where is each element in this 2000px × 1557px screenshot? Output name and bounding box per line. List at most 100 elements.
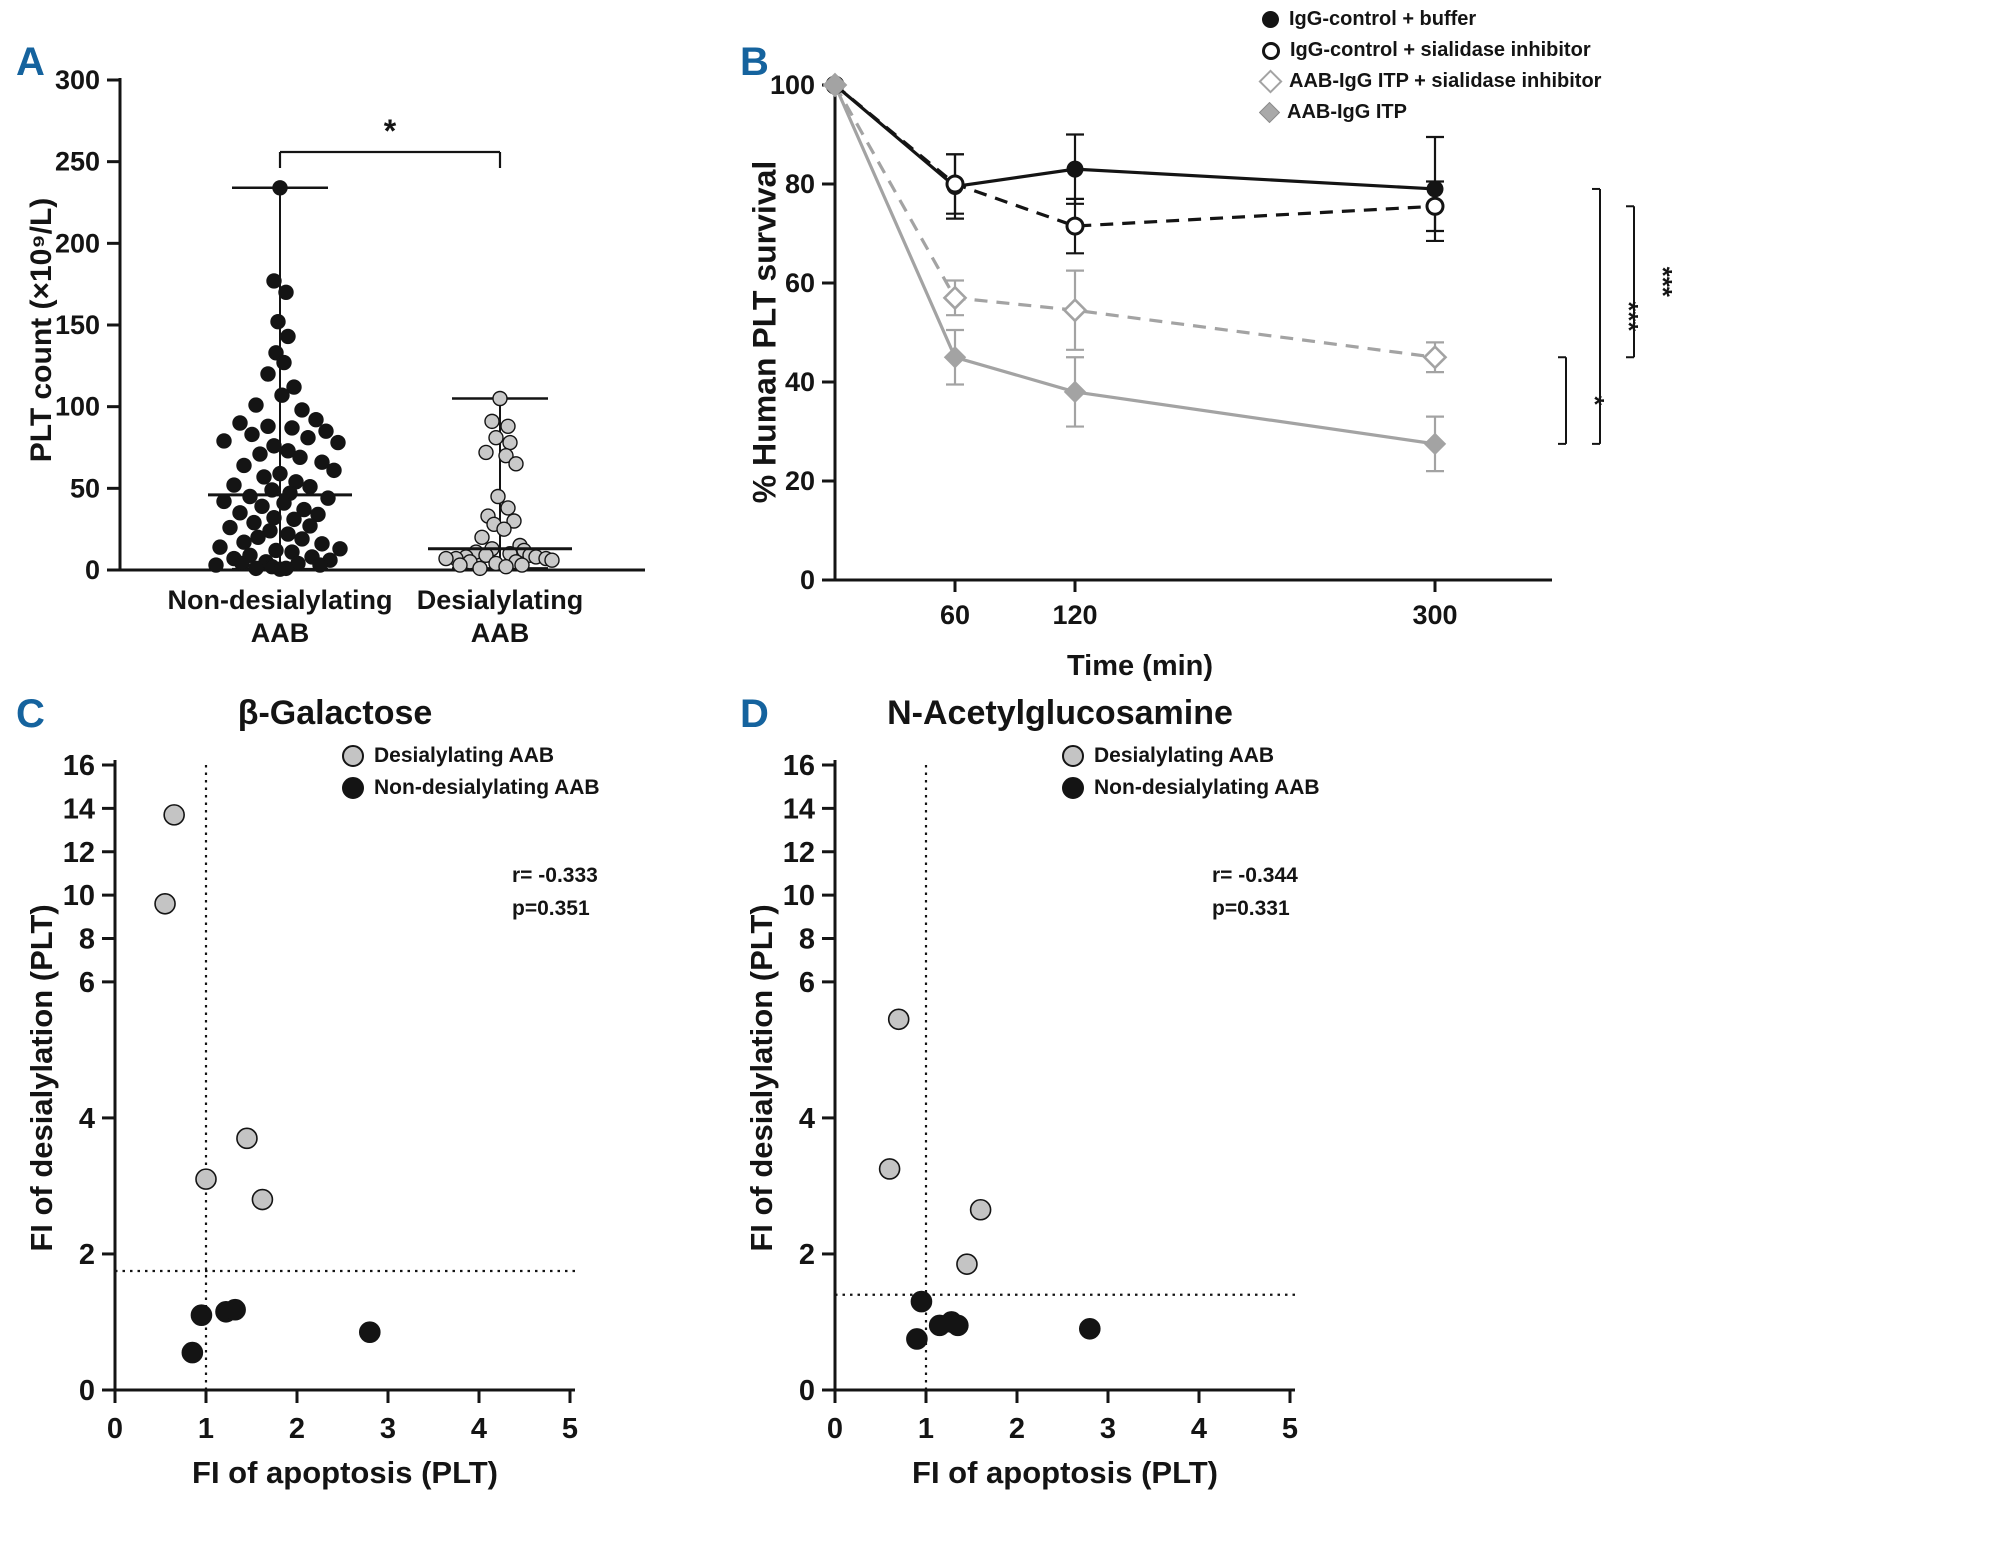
panel-d-legend: Desialylating AAB Non-desialylating AAB (1062, 744, 1320, 800)
data-point (312, 557, 328, 573)
panel-c-stats: r= -0.333 p=0.351 (512, 860, 598, 925)
data-point (284, 420, 300, 436)
data-point (181, 1341, 204, 1364)
group-label-non-desialylating: Non-desialylating AAB (140, 584, 420, 650)
data-point (310, 506, 326, 523)
data-point (508, 456, 524, 472)
data-point (332, 541, 348, 557)
data-point (358, 1321, 381, 1343)
data-point (1425, 196, 1445, 216)
data-point (496, 521, 512, 537)
y-tick-label: 150 (55, 310, 100, 340)
x-tick-label: 0 (107, 1413, 123, 1445)
data-point (232, 415, 248, 431)
series-line (833, 83, 1436, 228)
group-label-line2: AAB (470, 618, 530, 648)
stats-p: p=0.351 (512, 896, 590, 920)
data-point (294, 531, 310, 547)
y-tick-label: 100 (770, 70, 815, 100)
legend-item: IgG-control + buffer (1262, 8, 1601, 31)
data-point (234, 555, 250, 572)
data-point (254, 498, 270, 514)
group-label-line2: AAB (250, 618, 310, 648)
data-point (500, 418, 516, 434)
data-point (544, 552, 560, 568)
significance-label: *** (1614, 301, 1644, 332)
data-point (224, 1298, 246, 1321)
data-point (438, 550, 454, 567)
data-point (216, 433, 232, 449)
data-point (268, 542, 284, 559)
data-point (294, 402, 310, 418)
x-tick-label: 5 (562, 1413, 578, 1445)
y-tick-label: 16 (783, 750, 815, 782)
panel-d-letter: D (740, 692, 769, 736)
data-point (320, 490, 336, 506)
data-point (212, 539, 228, 555)
data-point (248, 397, 264, 413)
y-tick-label: 8 (79, 924, 95, 956)
data-point (266, 273, 282, 289)
x-tick-label: 300 (1412, 600, 1457, 630)
stats-r: r= -0.333 (512, 864, 598, 887)
data-point (262, 523, 278, 539)
data-point (498, 447, 514, 464)
data-point (1422, 344, 1448, 370)
data-point (498, 559, 514, 575)
data-point (280, 328, 296, 345)
data-point (216, 493, 232, 510)
data-point (246, 514, 262, 531)
data-point (248, 560, 264, 577)
y-tick-label: 14 (63, 793, 95, 825)
data-point (500, 500, 516, 516)
panel-d-x-axis-label: FI of apoptosis (PLT) (912, 1455, 1218, 1490)
data-point (302, 518, 318, 534)
y-tick-label: 8 (799, 924, 815, 956)
data-point (474, 529, 490, 546)
data-point (478, 444, 494, 461)
panel-c-x-axis-label: FI of apoptosis (PLT) (192, 1455, 498, 1490)
y-tick-label: 2 (799, 1239, 815, 1271)
x-tick-label: 2 (1009, 1413, 1025, 1445)
legend-label: Desialylating AAB (374, 744, 555, 767)
data-point (484, 413, 500, 430)
legend-label: AAB-IgG ITP + sialidase inhibitor (1289, 70, 1602, 92)
data-point (472, 560, 488, 577)
data-point (256, 469, 272, 485)
y-tick-label: 2 (79, 1239, 95, 1271)
data-point (208, 557, 224, 573)
x-tick-label: 3 (380, 1413, 396, 1445)
panel-c-legend: Desialylating AAB Non-desialylating AAB (342, 744, 600, 800)
data-point (250, 529, 266, 546)
data-point (506, 513, 522, 529)
data-point (242, 488, 258, 505)
data-point (1426, 180, 1444, 198)
x-tick-label: 2 (289, 1413, 305, 1445)
series-line (833, 84, 1436, 446)
gray-circle-icon (1062, 745, 1084, 767)
legend-label: Desialylating AAB (1094, 744, 1275, 767)
y-tick-label: 0 (799, 1375, 815, 1407)
data-point (942, 285, 968, 311)
panel-b-x-axis-label: Time (min) (1066, 650, 1214, 682)
data-point (308, 412, 324, 428)
x-tick-label: 1 (198, 1413, 214, 1445)
y-tick-label: 80 (785, 169, 815, 199)
data-point (452, 557, 468, 573)
data-point (490, 488, 506, 505)
legend-label: AAB-IgG ITP (1287, 101, 1407, 123)
data-point (270, 314, 286, 330)
data-point (943, 346, 967, 369)
y-tick-label: 0 (85, 555, 100, 585)
data-point (302, 479, 318, 495)
y-tick-label: 20 (785, 466, 815, 496)
y-tick-label: 200 (55, 228, 100, 258)
panel-a-chart: 0 50 100 150 200 250 300 * (55, 70, 645, 585)
data-point (1423, 432, 1447, 456)
data-point (260, 366, 276, 382)
open-circle-icon (1262, 41, 1280, 60)
legend-item: Desialylating AAB (342, 744, 600, 768)
